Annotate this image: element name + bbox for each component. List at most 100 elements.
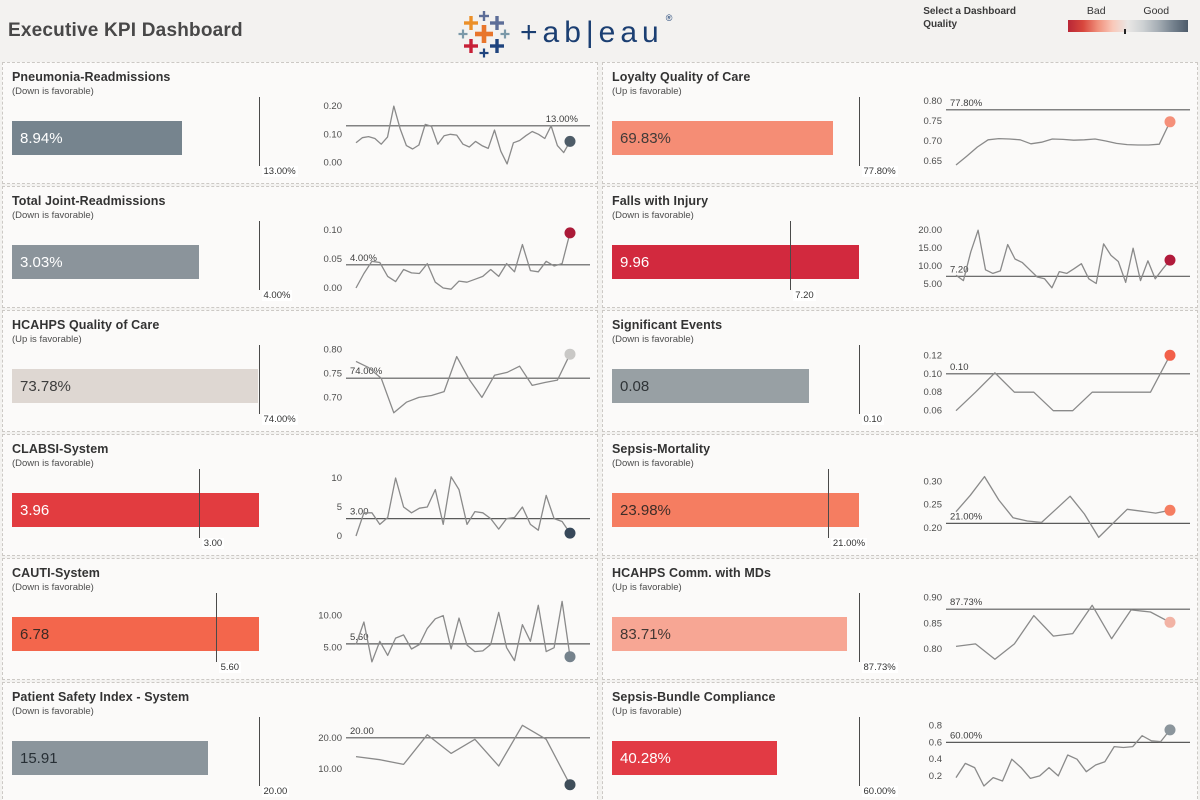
kpi-title: Total Joint-Readmissions [12,194,166,208]
kpi-sparkline[interactable]: 0.8 0.6 0.4 0.2 60.00% [904,709,1192,799]
kpi-value-bar[interactable]: 3.96 [12,493,259,527]
kpi-bullet-chart[interactable]: 40.28% 60.00% [612,715,902,798]
kpi-bullet-chart[interactable]: 8.94% 13.00% [12,95,302,178]
kpi-value-bar[interactable]: 40.28% [612,741,778,775]
kpi-panel-header: Sepsis-Mortality (Down is favorable) [612,442,710,469]
kpi-sparkline[interactable]: 20.00 10.00 20.00 [304,709,592,799]
sparkline-current-dot[interactable] [1164,724,1176,736]
bullet-target-line [790,221,792,290]
kpi-title: CAUTI-System [12,566,101,580]
sparkline-series [355,724,571,786]
kpi-favorability-note: (Down is favorable) [612,458,694,469]
kpi-panel-clabsi-system: CLABSI-System (Down is favorable) 3.96 3.00… [2,434,598,556]
sparkline-current-dot[interactable] [564,227,576,239]
sparkline-target-label: 87.73% [950,597,983,608]
kpi-favorability-note: (Down is favorable) [12,458,94,469]
kpi-panel-hcahps-comm-with-mds: HCAHPS Comm. with MDs (Up is favorable) 83… [602,558,1198,680]
sparkline-ytick-label: 0.80 [924,644,943,655]
kpi-title: Patient Safety Index - System [12,690,190,704]
tableau-wordmark: +ab|eau [520,16,664,49]
sparkline-current-dot[interactable] [564,135,576,147]
kpi-sparkline[interactable]: 0.30 0.25 0.20 21.00% [904,461,1192,551]
kpi-bullet-chart[interactable]: 15.91 20.00 [12,715,302,798]
kpi-value-bar[interactable]: 3.03% [12,245,199,279]
bullet-target-label: 87.73% [861,662,898,673]
bullet-target-label: 60.00% [861,786,898,797]
kpi-value-bar[interactable]: 6.78 [12,617,259,651]
kpi-sparkline[interactable]: 0.80 0.75 0.70 74.00% [304,337,592,427]
tableau-logo-icon [458,11,510,58]
sparkline-current-dot[interactable] [1164,504,1176,516]
kpi-panel-header: CAUTI-System (Down is favorable) [12,566,100,593]
kpi-value-bar[interactable]: 0.08 [612,369,810,403]
sparkline-current-dot[interactable] [564,779,576,791]
kpi-sparkline[interactable]: 0.90 0.85 0.80 87.73% [904,585,1192,675]
sparkline-ytick-label: 10.00 [318,611,342,622]
kpi-panel-cauti-system: CAUTI-System (Down is favorable) 6.78 5.60 1… [2,558,598,680]
kpi-title: HCAHPS Quality of Care [12,318,160,332]
bullet-target-line [198,469,200,538]
kpi-value-label: 15.91 [20,749,58,767]
kpi-sparkline[interactable]: 0.12 0.10 0.08 0.06 0.10 [904,337,1192,427]
kpi-title: Sepsis-Mortality [612,442,711,456]
quality-color-legend[interactable]: Bad Good [1068,5,1188,34]
sparkline-target-label: 13.00% [546,114,579,125]
kpi-value-bar[interactable]: 15.91 [12,741,209,775]
kpi-sparkline[interactable]: 0.100.050.004.00% [304,213,592,303]
kpi-bullet-chart[interactable]: 23.98% 21.00% [612,467,902,550]
sparkline-current-dot[interactable] [1164,116,1176,128]
kpi-bullet-chart[interactable]: 69.83% 77.80% [612,95,902,178]
sparkline-ytick-label: 0.70 [924,136,943,147]
kpi-value-label: 69.83% [620,129,671,147]
kpi-sparkline[interactable]: 0.20 0.10 0.00 13.00% [304,89,592,179]
sparkline-series [355,353,571,414]
kpi-bullet-chart[interactable]: 3.03% 4.00% [12,219,302,302]
sparkline-current-dot[interactable] [564,348,576,360]
kpi-panel-header: Significant Events (Down is favorable) [612,318,722,345]
kpi-bullet-chart[interactable]: 3.96 3.00 [12,467,302,550]
sparkline-ytick-label: 10 [331,473,342,484]
legend-good-label: Good [1143,5,1170,17]
sparkline-ytick-label: 0.8 [929,721,942,732]
sparkline-ytick-label: 0.75 [324,368,343,379]
sparkline-current-dot[interactable] [1164,349,1176,361]
sparkline-ytick-label: 0.25 [924,500,943,511]
kpi-bullet-chart[interactable]: 9.96 7.20 [612,219,902,302]
kpi-value-bar[interactable]: 69.83% [612,121,834,155]
sparkline-current-dot[interactable] [1164,254,1176,266]
kpi-bullet-chart[interactable]: 83.71% 87.73% [612,591,902,674]
kpi-value-bar[interactable]: 9.96 [612,245,859,279]
sparkline-series [955,729,1171,787]
kpi-panel-header: Falls with Injury (Down is favorable) [612,194,708,221]
sparkline-current-dot[interactable] [564,651,576,663]
bullet-target-label: 7.20 [793,290,816,301]
kpi-bullet-chart[interactable]: 73.78% 74.00% [12,343,302,426]
kpi-sparkline[interactable]: 10.00 5.00 5.60 [304,585,592,675]
sparkline-ytick-label: 0.10 [924,369,943,380]
kpi-sparkline[interactable]: 0.80 0.75 0.70 0.65 77.80% [904,89,1192,179]
sparkline-target-label: 0.10 [950,362,969,373]
bullet-target-line [258,717,260,786]
bullet-target-line [258,97,260,166]
sparkline-current-dot[interactable] [564,527,576,539]
kpi-sparkline[interactable]: 10 5 0 3.00 [304,461,592,551]
sparkline-current-dot[interactable] [1164,616,1176,628]
kpi-title: CLABSI-System [12,442,109,456]
kpi-panel-header: Patient Safety Index - System (Down is fa… [12,690,189,717]
kpi-bullet-chart[interactable]: 6.78 5.60 [12,591,302,674]
bullet-target-label: 77.80% [861,166,898,177]
kpi-value-bar[interactable]: 23.98% [612,493,859,527]
sparkline-ytick-label: 0 [337,531,342,542]
kpi-favorability-note: (Down is favorable) [12,210,94,221]
kpi-panel-header: CLABSI-System (Down is favorable) [12,442,108,469]
kpi-value-bar[interactable]: 73.78% [12,369,258,403]
color-gradient-bar[interactable] [1068,20,1188,34]
kpi-panel-header: HCAHPS Comm. with MDs (Up is favorable) [612,566,771,593]
kpi-bullet-chart[interactable]: 0.08 0.10 [612,343,902,426]
kpi-value-bar[interactable]: 8.94% [12,121,182,155]
kpi-value-bar[interactable]: 83.71% [612,617,848,651]
kpi-title: Loyalty Quality of Care [612,70,751,84]
sparkline-ytick-label: 5 [337,502,342,513]
